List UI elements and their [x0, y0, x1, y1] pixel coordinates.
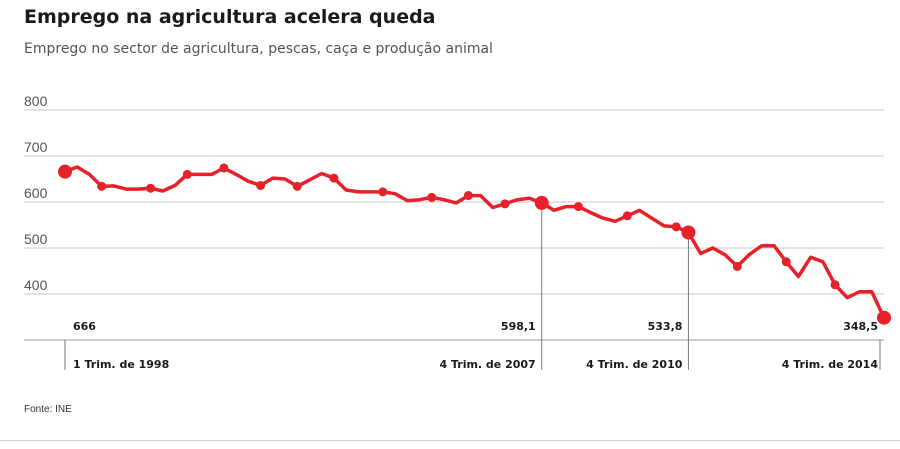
data-point: [97, 181, 107, 191]
value-label: 348,5: [843, 320, 878, 333]
chart-title: Emprego na agricultura acelera queda: [24, 6, 436, 28]
data-point: [219, 163, 229, 173]
data-point: [732, 261, 742, 271]
chart-subtitle: Emprego no sector de agricultura, pescas…: [24, 41, 493, 57]
data-point: [573, 202, 583, 212]
date-label: 4 Trim. de 2010: [586, 358, 683, 371]
date-label: 4 Trim. de 2014: [782, 358, 879, 371]
data-point: [622, 211, 632, 221]
highlight-point: [877, 310, 891, 325]
y-tick-label: 700: [24, 139, 48, 155]
data-point: [182, 169, 192, 179]
data-point: [500, 199, 510, 209]
highlight-point: [534, 195, 549, 210]
date-label: 4 Trim. de 2007: [439, 358, 535, 371]
series-line: [63, 165, 886, 320]
value-label: 598,1: [501, 320, 536, 333]
y-tick-label: 500: [24, 231, 48, 247]
value-label: 666: [73, 320, 96, 333]
data-point: [329, 173, 339, 183]
data-point: [378, 187, 388, 197]
y-tick-label: 600: [24, 185, 48, 201]
data-point: [427, 192, 437, 202]
data-point: [463, 191, 473, 201]
highlight-point: [681, 225, 696, 240]
data-point: [781, 257, 791, 267]
source-note: Fonte: INE: [24, 404, 72, 415]
data-point: [146, 183, 156, 193]
data-point: [292, 181, 302, 191]
footer-divider: [0, 440, 900, 441]
y-tick-label: 800: [24, 93, 48, 109]
data-point: [671, 222, 681, 232]
y-tick-label: 400: [24, 277, 48, 293]
value-label: 533,8: [648, 320, 683, 333]
data-point: [256, 180, 266, 190]
highlight-point: [58, 164, 72, 179]
date-label: 1 Trim. de 1998: [73, 358, 169, 371]
data-point: [830, 280, 840, 290]
